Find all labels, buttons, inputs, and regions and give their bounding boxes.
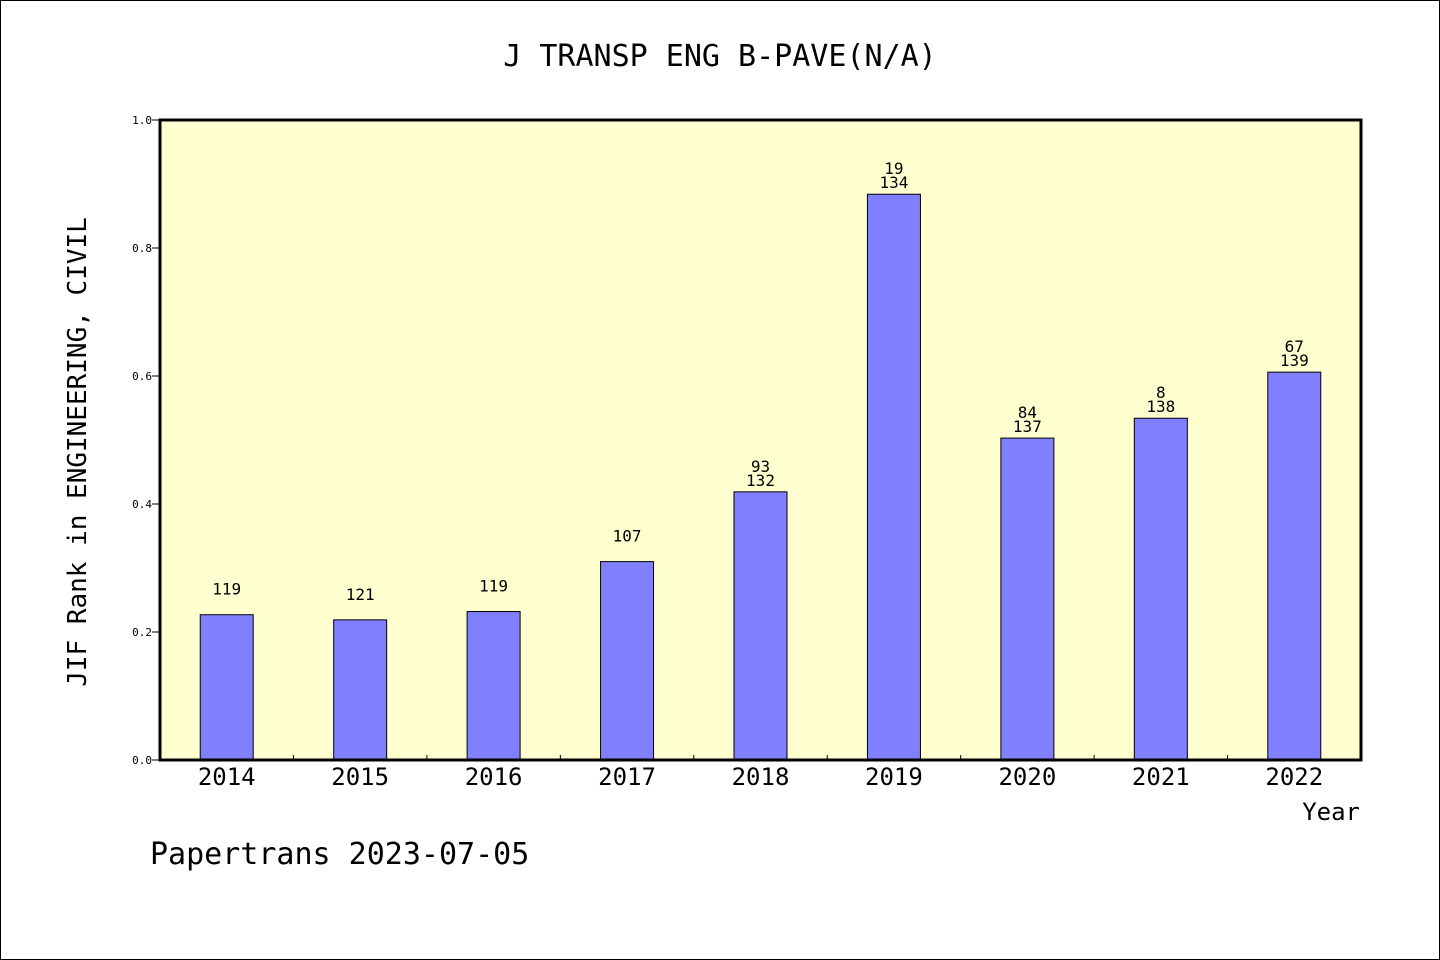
x-tick-label: 2016	[465, 763, 523, 791]
data-label-total: 137	[1013, 417, 1042, 436]
chart-title: J TRANSP ENG B-PAVE(N/A)	[503, 39, 936, 74]
x-tick-label: 2022	[1265, 763, 1323, 791]
x-tick-label: 2015	[331, 763, 389, 791]
bar-2022	[1267, 371, 1322, 761]
y-tick-label: 0.2	[132, 626, 152, 639]
y-tick-label: 0.4	[132, 498, 152, 511]
footer-credit: Papertrans 2023-07-05	[150, 837, 529, 872]
data-label-rank: 19	[884, 159, 903, 178]
data-label: 119	[212, 580, 241, 599]
bars-layer	[199, 193, 1322, 761]
data-label-total: 132	[746, 471, 775, 490]
y-tick-label: 0.6	[132, 370, 152, 383]
data-label-rank: 67	[1285, 337, 1304, 356]
data-label-total: 138	[1146, 397, 1175, 416]
x-tick-label: 2020	[998, 763, 1056, 791]
bar-2019	[866, 193, 921, 761]
bar-2015	[333, 619, 388, 761]
x-axis: 2014 2015 2016 2017 2018 2019 2020 2021 2022	[198, 755, 1323, 791]
x-axis-label: Year	[1302, 798, 1360, 826]
y-tick-label: 0.0	[132, 754, 152, 767]
y-axis-label: JIF Rank in ENGINEERING, CIVIL	[63, 217, 93, 687]
bar-2018	[733, 491, 788, 761]
x-tick-label: 2019	[865, 763, 923, 791]
bar-2020	[1000, 437, 1055, 761]
plot-border	[158, 118, 1363, 762]
data-label-total: 139	[1280, 351, 1309, 370]
y-axis: 0.0 0.2 0.4 0.6 0.8 1.0	[132, 114, 160, 767]
x-tick-label: 2017	[598, 763, 656, 791]
data-label-rank: 84	[1018, 403, 1037, 422]
y-tick-label: 1.0	[132, 114, 152, 127]
data-label-rank: 8	[1156, 383, 1166, 402]
x-tick-label: 2014	[198, 763, 256, 791]
data-label-rank: 93	[751, 457, 770, 476]
bar-2021	[1133, 417, 1188, 761]
bar-2014	[199, 614, 254, 761]
x-tick-label: 2021	[1132, 763, 1190, 791]
bar-2017	[600, 561, 655, 761]
data-label: 107	[613, 527, 642, 546]
y-tick-label: 0.8	[132, 242, 152, 255]
bar-2016	[466, 611, 521, 761]
data-label-total: 134	[879, 173, 908, 192]
data-label: 121	[346, 585, 375, 604]
data-label: 119	[479, 577, 508, 596]
x-tick-label: 2018	[732, 763, 790, 791]
